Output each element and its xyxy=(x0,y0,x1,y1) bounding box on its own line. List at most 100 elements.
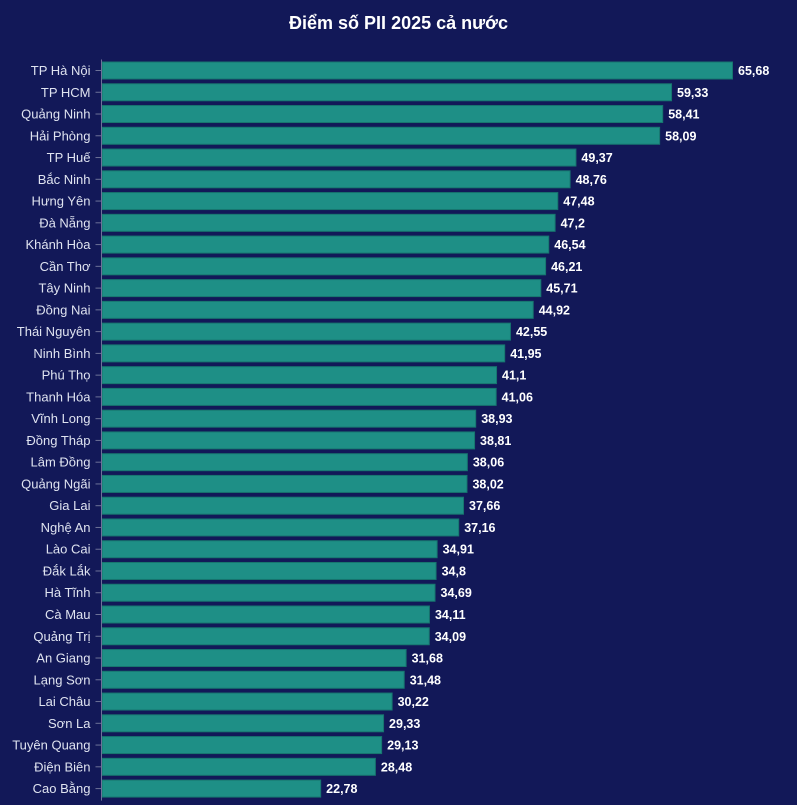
value-label: 34,69 xyxy=(441,586,472,600)
category-label: Đà Nẵng xyxy=(39,215,90,230)
value-label: 38,81 xyxy=(480,434,511,448)
bar xyxy=(101,779,322,798)
category-label: Thái Nguyên xyxy=(17,324,91,339)
bar xyxy=(101,670,405,689)
category-label: Tây Ninh xyxy=(38,281,90,296)
bar xyxy=(101,561,437,580)
bar xyxy=(101,583,436,602)
value-label: 37,66 xyxy=(469,499,500,513)
category-label: Thanh Hóa xyxy=(26,389,91,404)
bar xyxy=(101,322,511,341)
value-label: 41,06 xyxy=(502,390,533,404)
bar xyxy=(101,714,385,733)
value-label: 28,48 xyxy=(381,760,412,774)
chart-title: Điểm số PII 2025 cả nước xyxy=(289,13,508,33)
category-label: Ninh Bình xyxy=(33,346,90,361)
category-label: Khánh Hòa xyxy=(25,237,91,252)
bar xyxy=(101,300,534,319)
value-label: 31,48 xyxy=(410,673,441,687)
category-label: Hải Phòng xyxy=(30,128,91,143)
bar xyxy=(101,148,577,167)
value-label: 46,21 xyxy=(551,260,582,274)
bar xyxy=(101,366,498,385)
value-label: 41,1 xyxy=(502,369,526,383)
bar xyxy=(101,431,476,450)
category-label: Hà Tĩnh xyxy=(44,585,90,600)
bar xyxy=(101,235,550,254)
category-label: Bắc Ninh xyxy=(38,172,91,187)
category-label: TP Huế xyxy=(47,150,92,165)
value-label: 41,95 xyxy=(510,347,541,361)
category-label: Sơn La xyxy=(48,716,91,731)
bar xyxy=(101,540,438,559)
bar xyxy=(101,605,430,624)
bar xyxy=(101,518,460,537)
category-label: Hưng Yên xyxy=(31,194,90,209)
bar xyxy=(101,474,468,493)
bar xyxy=(101,83,673,102)
value-label: 31,68 xyxy=(412,652,443,666)
category-label: Quảng Ngãi xyxy=(21,476,90,491)
value-label: 58,41 xyxy=(668,108,699,122)
value-label: 45,71 xyxy=(546,282,577,296)
value-label: 37,16 xyxy=(464,521,495,535)
value-label: 38,06 xyxy=(473,456,504,470)
category-label: Lạng Sơn xyxy=(34,672,91,687)
bar xyxy=(101,757,376,776)
category-label: Lâm Đồng xyxy=(31,455,91,470)
category-label: Lào Cai xyxy=(46,542,91,557)
bar xyxy=(101,409,477,428)
bar xyxy=(101,192,559,211)
category-label: Gia Lai xyxy=(49,498,90,513)
category-label: Tuyên Quang xyxy=(12,738,90,753)
category-label: Đắk Lắk xyxy=(43,563,91,578)
category-label: TP HCM xyxy=(41,85,91,100)
bar xyxy=(101,692,393,711)
bar xyxy=(101,496,465,515)
value-label: 34,11 xyxy=(435,608,466,622)
category-label: Vĩnh Long xyxy=(31,411,90,426)
category-label: Đồng Tháp xyxy=(26,433,90,448)
value-label: 58,09 xyxy=(665,129,696,143)
bar xyxy=(101,61,733,80)
value-label: 22,78 xyxy=(326,782,357,796)
value-label: 59,33 xyxy=(677,86,708,100)
value-label: 65,68 xyxy=(738,64,769,78)
category-label: Nghệ An xyxy=(41,520,91,535)
value-label: 44,92 xyxy=(539,303,570,317)
value-label: 48,76 xyxy=(576,173,607,187)
bar xyxy=(101,105,664,124)
bar xyxy=(101,387,497,406)
value-label: 42,55 xyxy=(516,325,547,339)
bar xyxy=(101,344,506,363)
bar xyxy=(101,279,542,298)
category-label: Điện Biên xyxy=(34,759,90,774)
value-label: 29,13 xyxy=(387,739,418,753)
value-label: 38,02 xyxy=(472,477,503,491)
category-label: Cao Bằng xyxy=(33,781,91,796)
category-label: TP Hà Nội xyxy=(31,63,91,78)
category-label: Phú Thọ xyxy=(42,368,91,383)
bar xyxy=(101,453,468,472)
value-label: 46,54 xyxy=(554,238,585,252)
category-label: Quảng Trị xyxy=(33,629,90,644)
category-label: Cần Thơ xyxy=(40,259,91,274)
bar xyxy=(101,126,661,145)
bar xyxy=(101,736,383,755)
category-label: Quảng Ninh xyxy=(21,107,90,122)
category-label: Lai Châu xyxy=(38,694,90,709)
category-label: Đồng Nai xyxy=(36,302,90,317)
value-label: 30,22 xyxy=(398,695,429,709)
bar xyxy=(101,213,556,232)
value-label: 34,8 xyxy=(442,564,466,578)
bar xyxy=(101,649,407,668)
bar xyxy=(101,257,547,276)
bar xyxy=(101,170,571,189)
bar xyxy=(101,627,430,646)
category-label: An Giang xyxy=(36,651,90,666)
value-label: 38,93 xyxy=(481,412,512,426)
value-label: 47,2 xyxy=(561,216,585,230)
value-label: 47,48 xyxy=(563,195,594,209)
value-label: 34,09 xyxy=(435,630,466,644)
value-label: 49,37 xyxy=(581,151,612,165)
